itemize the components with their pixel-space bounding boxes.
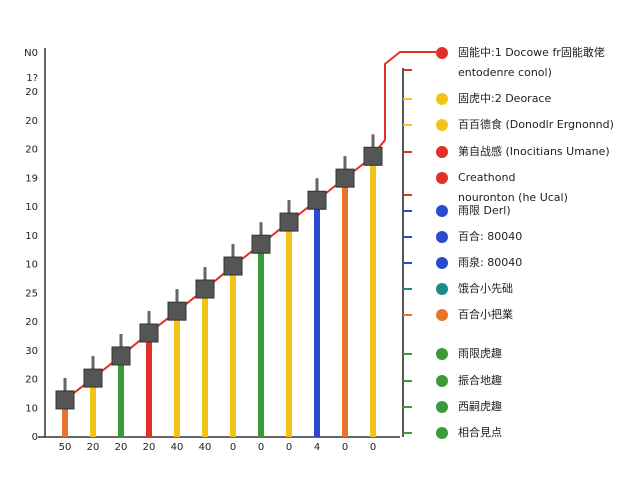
x-tick-label: 0 [370, 442, 376, 453]
y-tick-label: 10 [25, 260, 38, 271]
x-tick-label: 0 [230, 442, 236, 453]
stem-cap [203, 267, 207, 282]
stem-cap [91, 356, 95, 371]
stem-cap [343, 156, 347, 171]
y-tick-label: 20 [25, 87, 38, 98]
connector [371, 51, 436, 157]
x-tick-label: 20 [115, 442, 128, 453]
legend-label: 雨限 Derl) [458, 204, 511, 217]
legend-dot [436, 119, 448, 131]
legend-dot [436, 172, 448, 184]
stem-cap [287, 200, 291, 215]
legend-dot [436, 427, 448, 439]
y-tick-label: 20 [25, 145, 38, 156]
legend-dot [436, 231, 448, 243]
legend-label: 雨泉: 80040 [458, 255, 522, 269]
y-tick-label: 20 [25, 317, 38, 328]
x-tick-label: 0 [286, 442, 292, 453]
stem [90, 378, 96, 437]
legend-dot [436, 205, 448, 217]
legend-label: 固能中:1 Docowe fr固能敢佬 [458, 45, 605, 59]
marker [55, 390, 75, 410]
legend-label: 西嗣虎趣 [458, 399, 502, 413]
legend-label: Creathond [458, 171, 515, 184]
legend-dot [436, 309, 448, 321]
y-tick-label: 19 [25, 173, 38, 184]
legend-dot [436, 93, 448, 105]
x-tick-label: 20 [87, 442, 100, 453]
marker [139, 323, 159, 343]
marker [83, 368, 103, 388]
legend-label: entodenre conol) [458, 66, 552, 79]
marker [195, 279, 215, 299]
x-tick-label: 20 [143, 442, 156, 453]
x-tick-label: 0 [258, 442, 264, 453]
stem-cap [315, 178, 319, 193]
legend-label: 饿合小先础 [458, 281, 513, 295]
marker [307, 190, 327, 210]
legend-label: 雨限虎趣 [458, 346, 502, 360]
marker [111, 346, 131, 366]
y-tick-label: 10 [25, 231, 38, 242]
stem [62, 399, 68, 437]
trend-line [64, 155, 374, 401]
marker [363, 146, 383, 166]
stem [314, 200, 320, 437]
stem [370, 156, 376, 437]
stem-cap [147, 310, 151, 325]
legend-label: nouronton (he Ucal) [458, 191, 568, 204]
y-tick-label: 0 [32, 432, 38, 443]
marker [335, 168, 355, 188]
y-tick-label: 20 [25, 375, 38, 386]
x-tick-label: 4 [314, 442, 320, 453]
stem-cap [119, 333, 123, 348]
y-tick-label: 20 [25, 116, 38, 127]
legend-dot [436, 348, 448, 360]
marker [223, 256, 243, 276]
legend-dot [436, 375, 448, 387]
stem-cap [231, 244, 235, 259]
stem [342, 178, 348, 437]
y-tick-label: 30 [25, 346, 38, 357]
legend-dot [436, 401, 448, 413]
stem-cap [259, 222, 263, 237]
legend-dot [436, 146, 448, 158]
y-tick-label: N0 [24, 48, 38, 59]
legend-label: 相合見点 [458, 425, 502, 439]
x-tick-label: 40 [171, 442, 184, 453]
legend-label: 百合小把業 [458, 307, 513, 321]
legend-label: 固虎中:2 Deorace [458, 92, 551, 105]
stem-cap [63, 377, 67, 392]
stem-cap [371, 134, 375, 149]
marker [167, 301, 187, 321]
x-tick-label: 40 [199, 442, 212, 453]
x-tick-label: 0 [342, 442, 348, 453]
stem [146, 332, 152, 437]
legend-dot [436, 283, 448, 295]
y-tick-label: 10 [25, 403, 38, 414]
marker [251, 234, 271, 254]
stem-cap [175, 289, 179, 304]
y-tick-label: 25 [25, 288, 38, 299]
legend-dot [436, 47, 448, 59]
stem [174, 311, 180, 437]
legend-label: 百合: 80040 [458, 229, 522, 243]
legend-label: 百百德食 (Donodlr Ergnonnd) [458, 117, 614, 131]
marker [279, 212, 299, 232]
y-tick-label: 1? [26, 73, 38, 84]
legend-label: 振合地趣 [458, 373, 502, 387]
stem [118, 355, 124, 437]
stem [258, 244, 264, 437]
y-tick-label: 10 [25, 202, 38, 213]
x-tick-label: 50 [59, 442, 72, 453]
legend-label: 第自战感 (Inocitians Umane) [458, 144, 610, 158]
stem [230, 266, 236, 437]
stem [202, 289, 208, 437]
legend-dot [436, 257, 448, 269]
stem [286, 222, 292, 437]
